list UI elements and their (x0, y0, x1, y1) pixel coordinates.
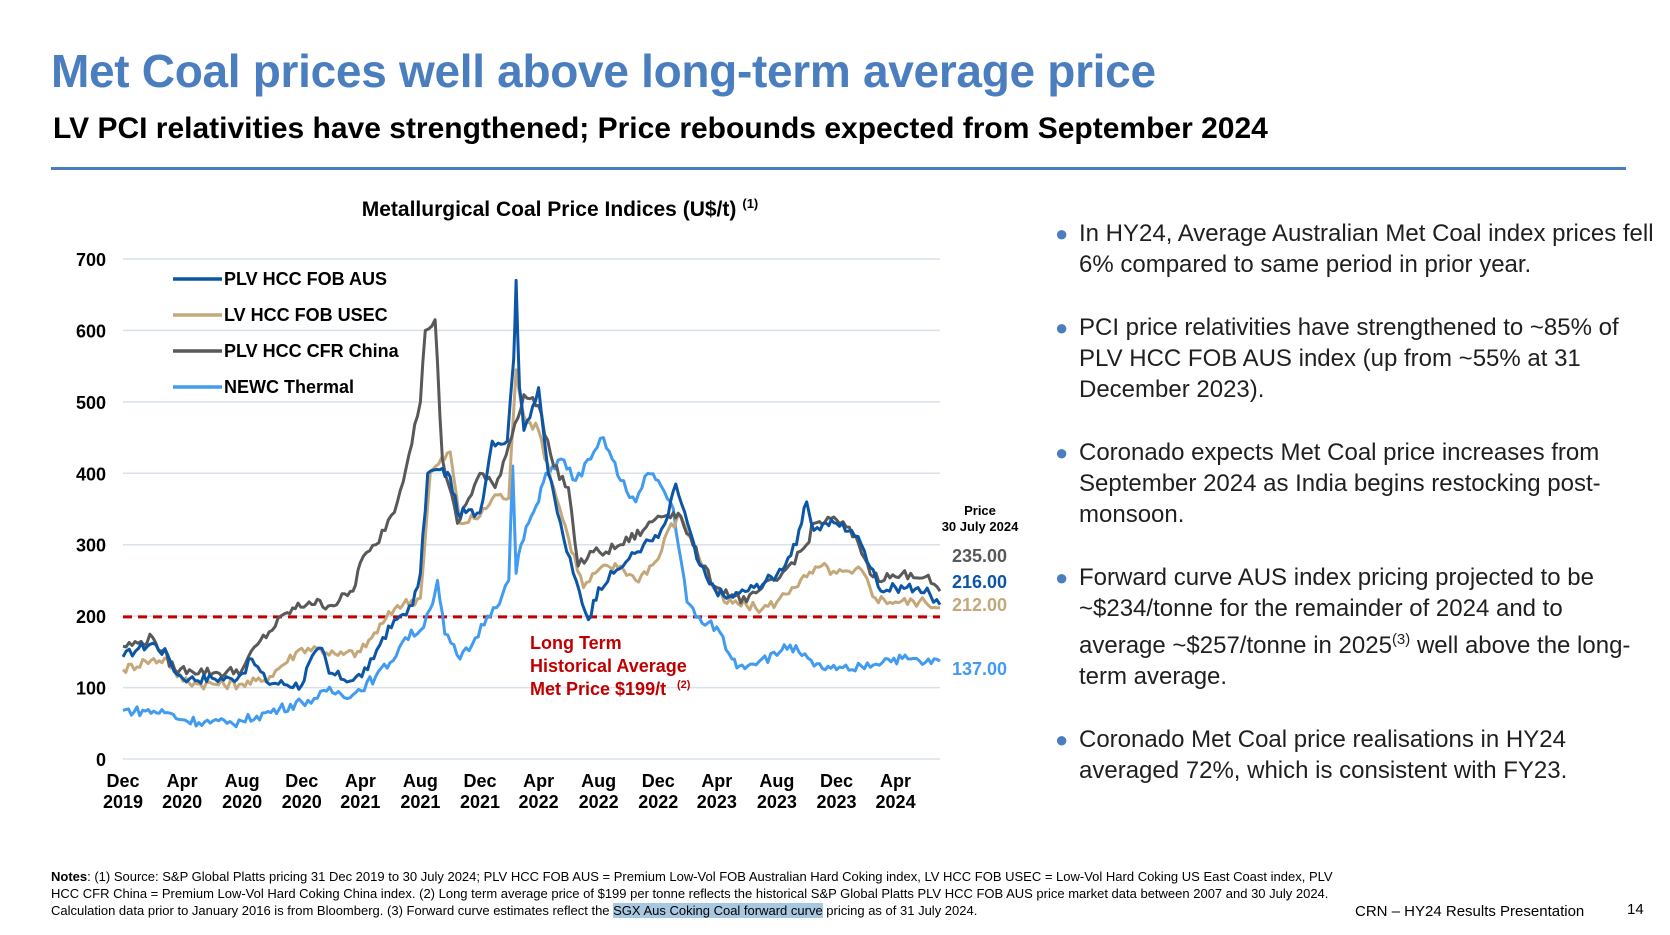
end-label-header-date: 30 July 2024 (942, 519, 1019, 534)
annotation-line: Historical Average (530, 656, 687, 676)
annotation-note: (2) (677, 679, 691, 691)
bullet-item: ● Coronado expects Met Coal price increas… (1055, 437, 1655, 530)
bullet-dot-icon: ● (1055, 440, 1069, 465)
x-tick-year: 2020 (222, 792, 262, 812)
end-label-header: Price (964, 503, 996, 518)
y-tick-label: 300 (76, 536, 106, 556)
bullet-item: ● Forward curve AUS index pricing project… (1055, 562, 1655, 692)
chart-title-note: (1) (742, 196, 758, 211)
x-tick-year: 2023 (816, 792, 856, 812)
notes-label: Notes (51, 869, 88, 884)
x-tick-year: 2023 (757, 792, 797, 812)
y-tick-label: 100 (76, 679, 106, 699)
x-tick-month: Aug (581, 771, 616, 791)
bullet-item: ● In HY24, Average Australian Met Coal in… (1055, 218, 1655, 280)
legend-item: NEWC Thermal (173, 377, 354, 397)
x-tick-year: 2024 (876, 792, 916, 812)
end-value-label: 212.00 (952, 595, 1007, 615)
x-tick-year: 2020 (282, 792, 322, 812)
bullet-text-end: well above the long-term average. (1079, 632, 1631, 690)
y-tick-label: 700 (76, 250, 106, 270)
x-tick-year: 2023 (697, 792, 737, 812)
bullet-item: ● Coronado Met Coal price realisations in… (1055, 724, 1655, 786)
x-tick-month: Dec (106, 771, 139, 791)
x-axis: Dec2019Apr2020Aug2020Dec2020Apr2021Aug20… (103, 771, 916, 812)
legend-label: NEWC Thermal (224, 377, 354, 397)
x-tick-year: 2020 (162, 792, 202, 812)
bullet-dot-icon: ● (1055, 727, 1069, 752)
x-tick-month: Apr (701, 771, 732, 791)
series-line-plv-hcc-fob-aus (121, 278, 942, 691)
x-tick-year: 2021 (460, 792, 500, 812)
series-line-newc-thermal (122, 436, 941, 729)
end-value-label: 137.00 (952, 659, 1007, 679)
x-tick-month: Apr (880, 771, 911, 791)
x-tick-month: Dec (463, 771, 496, 791)
x-tick-month: Dec (285, 771, 318, 791)
bullet-dot-icon: ● (1055, 565, 1069, 590)
x-tick-year: 2022 (638, 792, 678, 812)
x-tick-year: 2019 (103, 792, 143, 812)
series-lines (121, 278, 942, 729)
page-subtitle: LV PCI relativities have strengthened; P… (53, 112, 1268, 145)
chart-legend: PLV HCC FOB AUS LV HCC FOB USEC PLV HCC CF… (173, 269, 400, 397)
bullet-text: Coronado expects Met Coal price increase… (1079, 439, 1601, 528)
end-value-label: 235.00 (952, 546, 1007, 566)
y-tick-label: 400 (76, 464, 106, 484)
x-tick-year: 2022 (579, 792, 619, 812)
notes-text-end: pricing as of 31 July 2024. (822, 903, 978, 918)
bullet-dot-icon: ● (1055, 221, 1069, 246)
y-tick-label: 600 (76, 321, 106, 341)
x-tick-month: Aug (403, 771, 438, 791)
annotation-line: Long Term (530, 633, 622, 653)
footer-text: CRN – HY24 Results Presentation (1355, 903, 1585, 920)
x-tick-year: 2021 (340, 792, 380, 812)
legend-item: PLV HCC CFR China (173, 341, 400, 361)
x-tick-month: Aug (225, 771, 260, 791)
reference-annotation: Long Term Historical Average Met Price $19… (530, 633, 691, 699)
key-points-list: ● In HY24, Average Australian Met Coal in… (1055, 218, 1655, 786)
bullet-text: Forward curve AUS index pricing projecte… (1079, 564, 1594, 659)
annotation-line: Met Price $199/t (530, 679, 666, 699)
price-chart: Metallurgical Coal Price Indices (U$/t) (… (76, 196, 1019, 812)
bullet-text: PCI price relativities have strengthened… (1079, 314, 1619, 403)
bullet-text: Coronado Met Coal price realisations in … (1079, 726, 1568, 784)
y-axis: 0 100 200 300 400 500 600 700 (76, 250, 940, 770)
bullet-item: ● PCI price relativities have strengthene… (1055, 312, 1655, 405)
x-tick-year: 2022 (519, 792, 559, 812)
x-tick-month: Apr (345, 771, 376, 791)
y-tick-label: 200 (76, 607, 106, 627)
chart-title-text: Metallurgical Coal Price Indices (U$/t) (362, 198, 737, 221)
legend-item: LV HCC FOB USEC (173, 305, 388, 325)
bullet-footnote-ref: (3) (1391, 631, 1411, 648)
bullet-text: In HY24, Average Australian Met Coal ind… (1079, 220, 1654, 278)
y-tick-label: 0 (96, 750, 106, 770)
end-value-label: 216.00 (952, 572, 1007, 592)
bullet-dot-icon: ● (1055, 315, 1069, 340)
legend-label: PLV HCC CFR China (224, 341, 400, 361)
series-line-plv-hcc-cfr-china (122, 318, 942, 679)
x-tick-year: 2021 (400, 792, 440, 812)
x-tick-month: Dec (820, 771, 853, 791)
legend-item: PLV HCC FOB AUS (173, 269, 387, 289)
notes-highlight: SGX Aus Coking Coal forward curve (613, 903, 823, 918)
notes-text: : (1) Source: S&P Global Platts pricing … (51, 869, 1333, 918)
grid-lines (123, 258, 940, 689)
page-number: 14 (1627, 901, 1644, 918)
chart-title: Metallurgical Coal Price Indices (U$/t) (… (362, 196, 759, 221)
page-title: Met Coal prices well above long-term ave… (51, 45, 1156, 97)
legend-label: LV HCC FOB USEC (224, 305, 388, 325)
x-tick-month: Aug (759, 771, 794, 791)
y-tick-label: 500 (76, 393, 106, 413)
footnotes: Notes: (1) Source: S&P Global Platts pri… (51, 868, 1341, 919)
header-divider (51, 167, 1626, 170)
x-tick-month: Apr (167, 771, 198, 791)
x-tick-month: Dec (642, 771, 675, 791)
legend-label: PLV HCC FOB AUS (224, 269, 387, 289)
x-tick-month: Apr (523, 771, 554, 791)
